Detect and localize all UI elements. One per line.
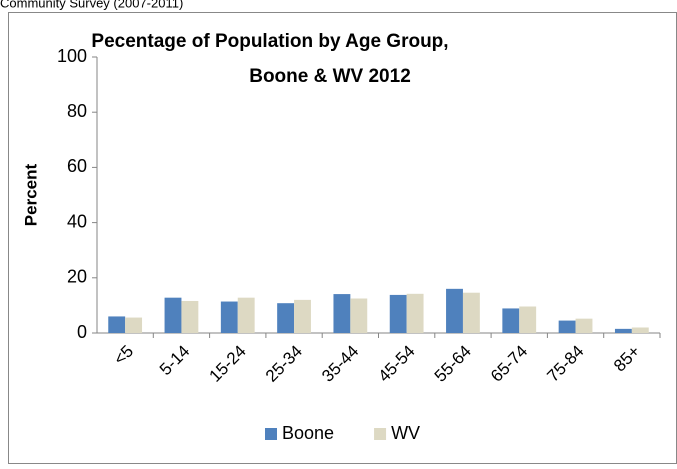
bar — [108, 316, 126, 333]
caption: Community Survey (2007-2011) — [0, 0, 183, 10]
y-tick-label: 100 — [57, 46, 87, 66]
bar — [462, 292, 480, 333]
bar — [446, 288, 463, 333]
bar — [558, 320, 576, 333]
bar — [502, 308, 520, 333]
bar — [277, 303, 295, 333]
y-tick-label: 40 — [67, 211, 87, 231]
y-tick-label: 0 — [77, 322, 87, 342]
legend-swatch — [265, 428, 277, 440]
y-tick-label: 60 — [67, 156, 87, 176]
bar — [575, 318, 593, 333]
bar — [181, 300, 199, 333]
bar — [164, 297, 182, 333]
y-tick-label: 20 — [67, 267, 87, 287]
chart-title: Boone & WV 2012 — [249, 66, 411, 87]
bar — [125, 317, 143, 333]
bar — [333, 294, 351, 333]
bar — [294, 299, 311, 333]
legend-swatch — [374, 428, 387, 440]
bar — [614, 328, 632, 333]
y-tick-label: 80 — [67, 101, 87, 121]
legend-label: Boone — [282, 423, 334, 443]
bar — [350, 298, 368, 333]
bar — [220, 301, 238, 333]
y-axis-label: Percent — [21, 163, 40, 226]
bar — [406, 293, 424, 333]
legend-label: WV — [391, 423, 420, 443]
bar — [519, 306, 537, 333]
bar — [237, 297, 255, 333]
chart-title: Pecentage of Population by Age Group, — [91, 31, 448, 52]
chart-border — [8, 12, 677, 464]
bar — [631, 327, 649, 333]
bar — [389, 294, 407, 333]
